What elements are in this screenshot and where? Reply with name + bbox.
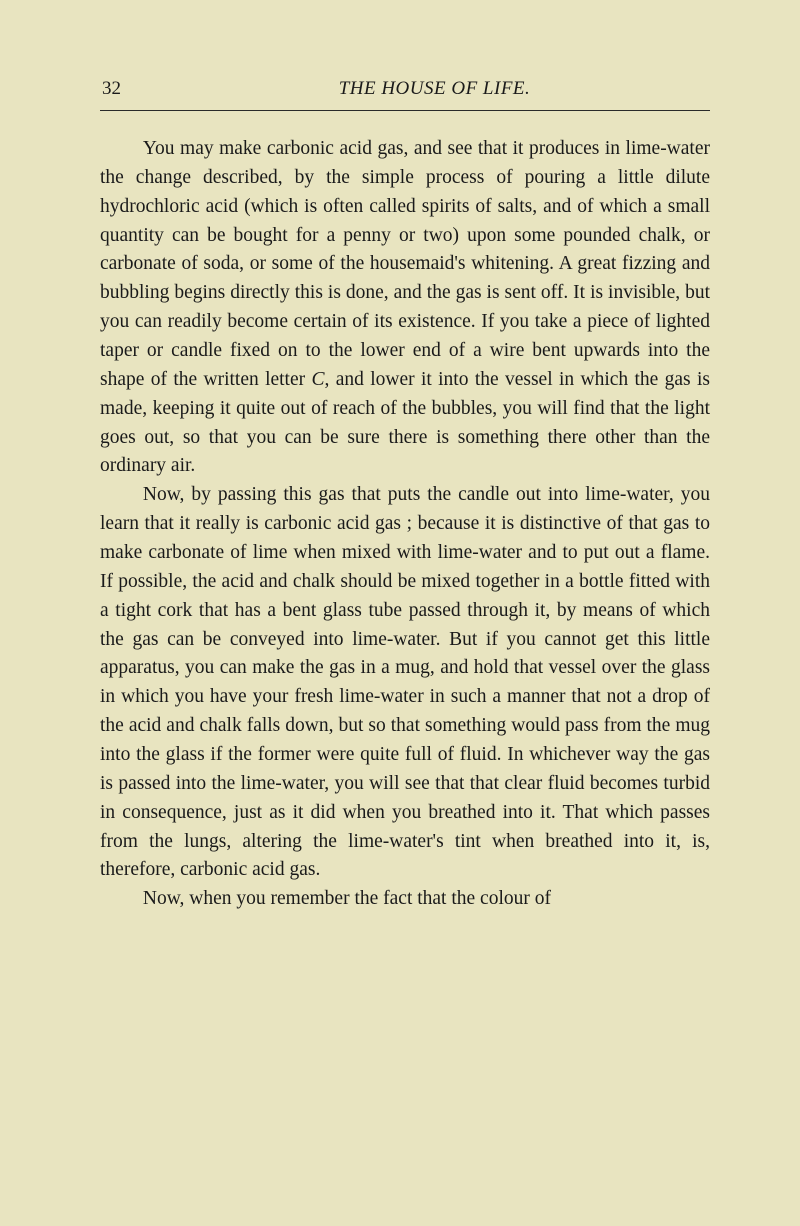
page-header: 32 THE HOUSE OF LIFE.	[100, 78, 710, 100]
text-segment: Now, when you remember the fact that the…	[143, 888, 551, 909]
paragraph: You may make carbonic acid gas, and see …	[100, 135, 710, 481]
paragraph: Now, when you remember the fact that the…	[100, 885, 710, 914]
text-segment: C	[311, 369, 324, 390]
page-number: 32	[102, 78, 121, 100]
paragraph: Now, by passing this gas that puts the c…	[100, 481, 710, 885]
text-segment: Now, by passing this gas that puts the c…	[100, 484, 710, 880]
running-title: THE HOUSE OF LIFE.	[339, 78, 531, 100]
text-segment: You may make carbonic acid gas, and see …	[100, 138, 710, 390]
body-text: You may make carbonic acid gas, and see …	[100, 135, 710, 914]
book-page: 32 THE HOUSE OF LIFE. You may make carbo…	[0, 0, 800, 974]
header-rule	[100, 110, 710, 111]
